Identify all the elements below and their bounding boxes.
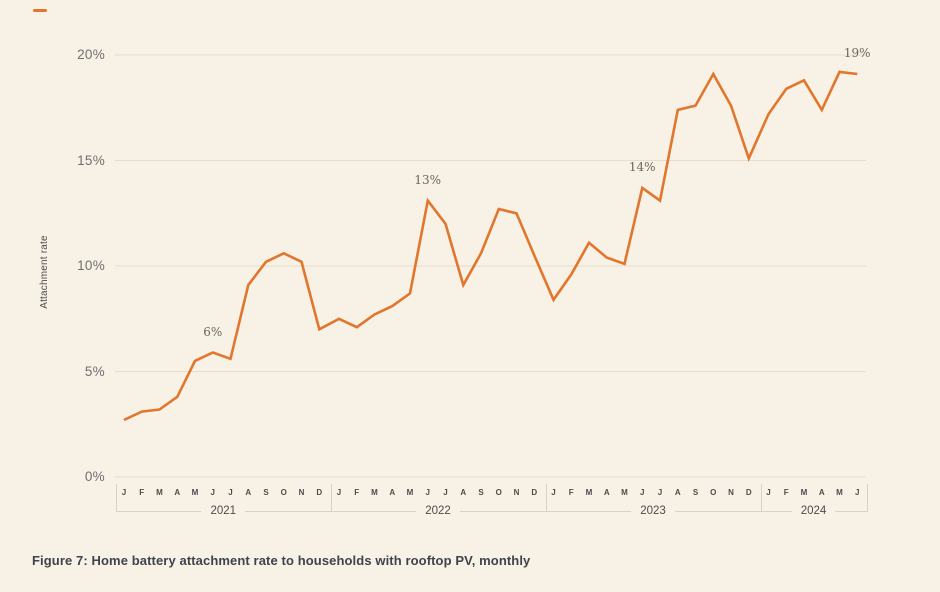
year-label: 2021 (201, 504, 246, 518)
month-tick-label: M (585, 488, 593, 497)
month-tick-label: A (674, 488, 681, 497)
month-tick-label: O (495, 488, 502, 497)
chart-canvas (115, 54, 866, 478)
month-tick-label: N (513, 488, 520, 497)
month-tick-label: D (745, 488, 752, 497)
brand-dash-decoration (33, 9, 47, 12)
year-separator-tick (866, 484, 868, 512)
month-tick-label: A (603, 488, 610, 497)
value-annotation: 6% (203, 324, 223, 339)
month-tick-label: M (621, 488, 628, 497)
month-tick-label: A (389, 488, 396, 497)
month-tick-label: J (228, 488, 233, 497)
month-tick-label: F (354, 488, 360, 497)
month-tick-label: D (316, 488, 323, 497)
month-tick-label: A (174, 488, 181, 497)
month-tick-label: D (531, 488, 538, 497)
month-tick-label: J (855, 488, 860, 497)
year-separator-tick (330, 484, 332, 512)
year-separator-tick (545, 484, 547, 512)
month-tick-label: M (836, 488, 843, 497)
year-label: 2024 (791, 504, 836, 518)
year-label: 2022 (416, 504, 460, 518)
month-tick-label: J (425, 488, 430, 497)
month-tick-label: M (406, 488, 414, 497)
month-tick-label: M (800, 488, 808, 497)
year-label: 2023 (631, 504, 675, 518)
value-annotation: 19% (843, 45, 871, 60)
y-tick-label: 10% (77, 258, 105, 273)
y-tick-label: 0% (84, 469, 105, 484)
value-annotation: 13% (414, 172, 442, 187)
month-tick-label: S (478, 488, 484, 497)
year-separator-tick (116, 484, 117, 512)
month-tick-label: N (298, 488, 305, 497)
month-tick-label: J (336, 488, 342, 497)
month-tick-label: J (121, 488, 127, 497)
month-tick-label: M (156, 488, 163, 497)
attachment-rate-line (123, 70, 858, 422)
month-tick-label: J (766, 488, 771, 497)
month-tick-label: F (139, 488, 145, 497)
month-tick-label: N (728, 488, 734, 497)
month-tick-label: S (692, 488, 699, 497)
y-tick-label: 15% (77, 152, 105, 168)
month-tick-label: J (640, 488, 645, 497)
month-tick-label: F (568, 488, 574, 497)
month-tick-label: M (191, 488, 199, 497)
month-tick-label: J (210, 488, 215, 497)
month-tick-label: A (460, 488, 467, 497)
month-tick-label: A (818, 488, 825, 497)
month-tick-label: J (551, 488, 556, 497)
month-tick-label: F (783, 488, 789, 497)
month-tick-label: M (371, 488, 378, 497)
month-tick-label: A (245, 488, 252, 497)
value-annotation: 14% (628, 159, 656, 174)
month-tick-label: J (657, 488, 663, 497)
year-separator-tick (760, 484, 762, 512)
month-tick-label: O (710, 488, 717, 497)
month-tick-label: J (443, 488, 448, 497)
y-tick-label: 20% (77, 47, 105, 62)
y-tick-label: 5% (84, 363, 105, 379)
month-tick-label: O (280, 488, 287, 497)
figure-caption: Figure 7: Home battery attachment rate t… (32, 553, 531, 568)
month-tick-label: S (263, 488, 269, 497)
